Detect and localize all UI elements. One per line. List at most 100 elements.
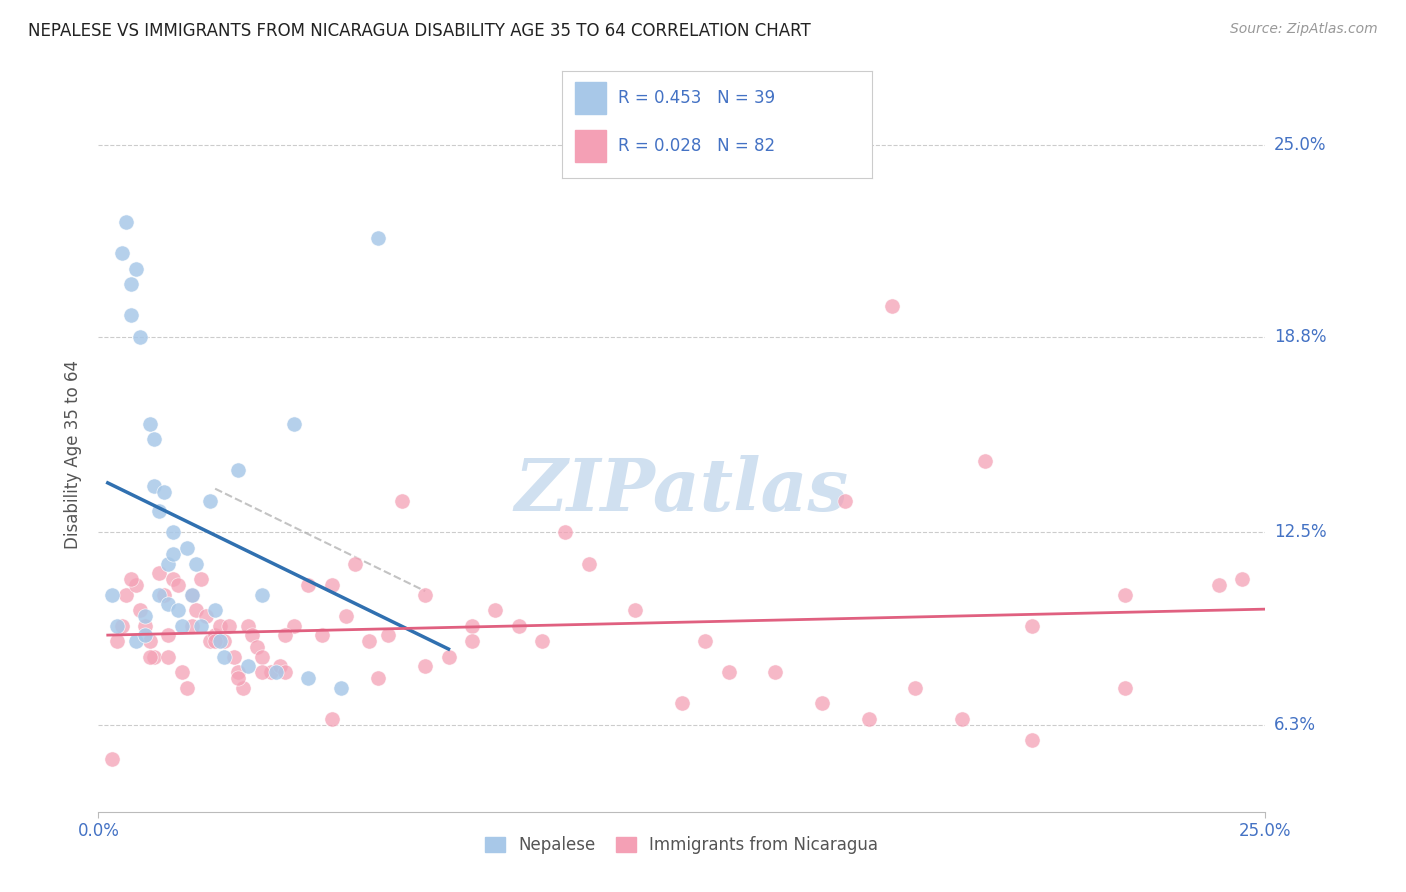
Point [129,603,152,617]
Point [228,463,250,477]
Point [204,628,226,642]
Point [1230,572,1253,586]
Point [530,634,553,648]
Point [157,597,180,611]
Point [200,494,222,508]
Point [148,588,170,602]
Point [1021,733,1043,747]
Point [125,634,148,648]
Point [246,640,269,655]
Point [208,634,231,648]
Point [194,609,217,624]
Point [228,671,250,685]
Point [413,588,436,602]
Y-axis label: Disability Age 35 to 64: Disability Age 35 to 64 [65,360,83,549]
Point [461,618,484,632]
Point [974,454,997,468]
Point [359,634,381,648]
Point [554,525,576,540]
Point [413,659,436,673]
Point [236,618,259,632]
Point [367,231,389,245]
Point [166,578,188,592]
Point [148,504,170,518]
Point [125,261,148,276]
Point [232,681,254,695]
Point [437,649,460,664]
Point [671,696,693,710]
Point [129,330,152,344]
Point [228,665,250,679]
Point [321,578,343,592]
Point [208,618,231,632]
Point [162,547,184,561]
Text: ZIPatlas: ZIPatlas [515,455,849,526]
Point [143,433,166,447]
Text: R = 0.453   N = 39: R = 0.453 N = 39 [619,89,775,107]
Point [1114,681,1136,695]
Point [508,618,530,632]
Point [180,588,202,602]
Point [134,609,156,624]
Point [904,681,927,695]
Point [578,557,600,571]
Bar [575,130,606,162]
Point [260,665,283,679]
Point [391,494,413,508]
Point [1208,578,1230,592]
Point [139,417,162,431]
Text: Source: ZipAtlas.com: Source: ZipAtlas.com [1230,22,1378,37]
Point [950,712,973,726]
Point [157,628,180,642]
Point [180,588,202,602]
Point [624,603,647,617]
Point [134,618,156,632]
Point [101,588,124,602]
Point [115,215,138,229]
Point [250,588,273,602]
Point [321,712,343,726]
Point [218,618,240,632]
Point [180,618,202,632]
Point [125,578,148,592]
Point [111,246,134,260]
Point [880,299,903,313]
Point [204,603,226,617]
Point [166,603,188,617]
Text: 6.3%: 6.3% [1274,716,1316,734]
Point [111,618,134,632]
Text: 12.5%: 12.5% [1274,524,1326,541]
Point [134,628,156,642]
Point [717,665,740,679]
Point [157,649,180,664]
Point [152,588,174,602]
Point [152,485,174,500]
Point [120,277,142,292]
Legend: Nepalese, Immigrants from Nicaragua: Nepalese, Immigrants from Nicaragua [479,830,884,861]
Point [834,494,856,508]
Point [461,634,484,648]
Point [190,572,212,586]
Point [172,665,194,679]
Point [139,649,162,664]
Text: R = 0.028   N = 82: R = 0.028 N = 82 [619,137,775,155]
Point [204,634,226,648]
Point [186,603,208,617]
Point [311,628,333,642]
Point [763,665,786,679]
Point [269,659,291,673]
Point [162,572,184,586]
Point [264,665,287,679]
Point [172,618,194,632]
Point [176,681,198,695]
Point [811,696,834,710]
Point [242,628,264,642]
Point [335,609,357,624]
Point [214,634,236,648]
Point [250,649,273,664]
Point [695,634,717,648]
Point [274,665,297,679]
Point [297,671,319,685]
Point [367,671,389,685]
Point [1114,588,1136,602]
